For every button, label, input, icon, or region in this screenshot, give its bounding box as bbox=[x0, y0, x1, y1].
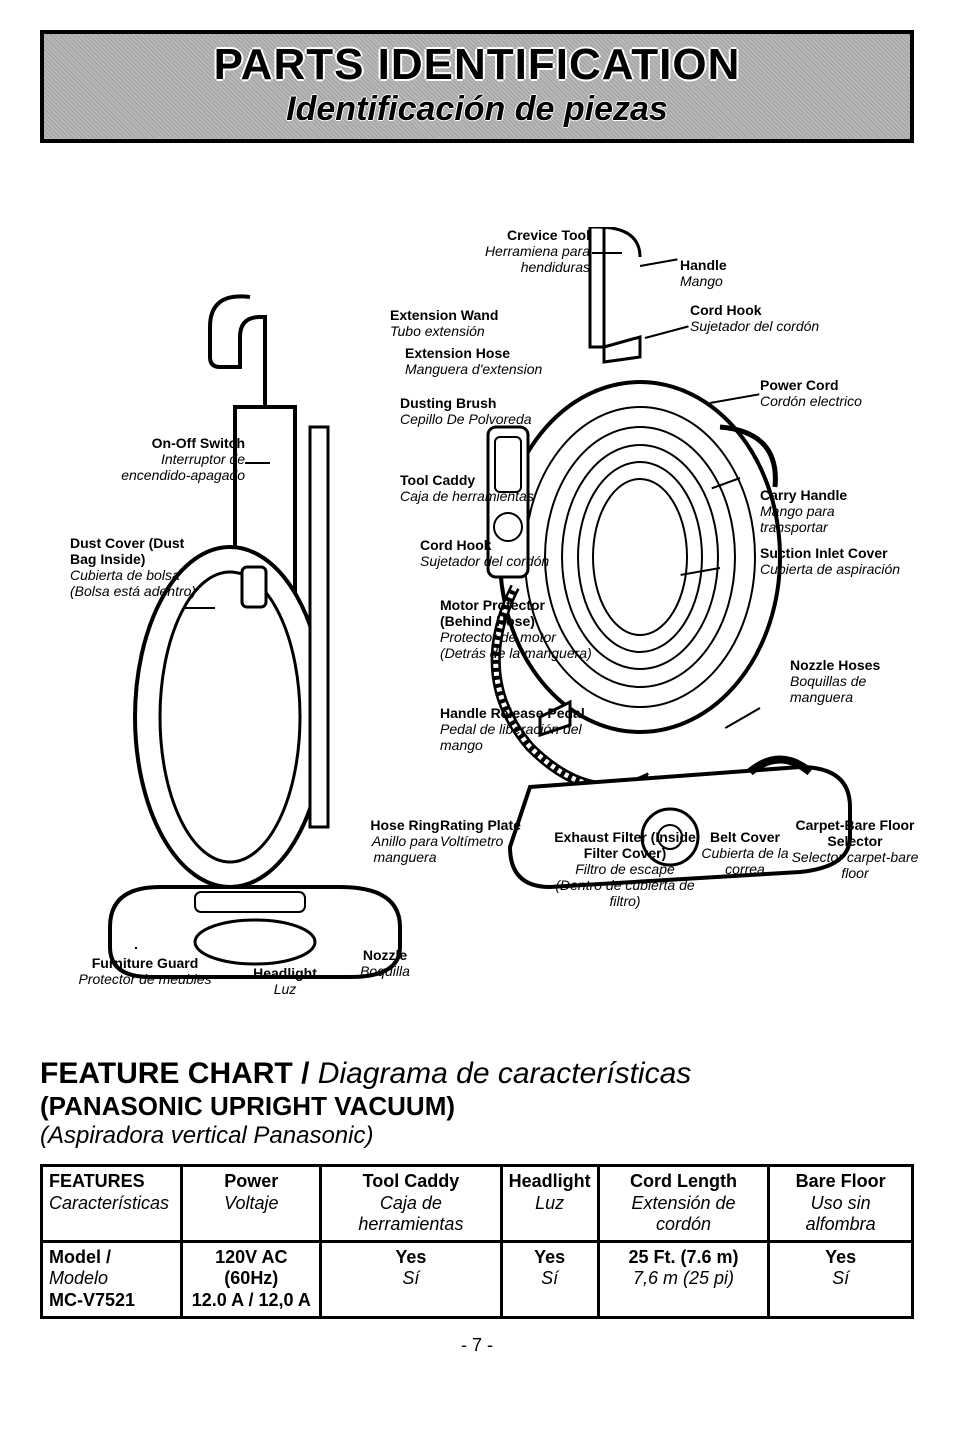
label-motor-protector: Motor Protector (Behind Hose) Protector … bbox=[440, 597, 600, 661]
feature-chart-subtitle-bold: (PANASONIC UPRIGHT VACUUM) bbox=[40, 1091, 914, 1122]
label-rating-plate: Rating Plate Voltímetro bbox=[440, 817, 550, 849]
feature-chart-title-bold: FEATURE CHART bbox=[40, 1057, 293, 1090]
header-subtitle: Identificación de piezas bbox=[44, 90, 910, 129]
label-handle: Handle Mango bbox=[680, 257, 800, 289]
label-handle-release: Handle Release Pedal Pedal de liberación… bbox=[440, 705, 590, 753]
cell-tool-caddy: Yes Sí bbox=[321, 1241, 501, 1317]
cell-power: 120V AC (60Hz) 12.0 A / 12,0 A bbox=[182, 1241, 321, 1317]
feature-chart-heading: FEATURE CHART / Diagrama de característi… bbox=[40, 1057, 914, 1150]
label-headlight: Headlight Luz bbox=[235, 965, 335, 997]
vacuum-front-illustration bbox=[100, 287, 420, 1007]
feature-chart-title-ital: Diagrama de características bbox=[318, 1057, 691, 1090]
table-data-row: Model / Modelo MC-V7521 120V AC (60Hz) 1… bbox=[42, 1241, 913, 1317]
label-cord-hook-lower: Cord Hook Sujetador del cordón bbox=[420, 537, 550, 569]
feature-chart-subtitle-ital: (Aspiradora vertical Panasonic) bbox=[40, 1122, 914, 1150]
label-dusting-brush: Dusting Brush Cepillo De Polvoreda bbox=[400, 395, 540, 427]
col-features: FEATURES Características bbox=[42, 1166, 182, 1242]
label-crevice-tool: Crevice Tool Herramiena para hendiduras bbox=[450, 227, 590, 275]
col-power: Power Voltaje bbox=[182, 1166, 321, 1242]
feature-chart-title-sep: / bbox=[293, 1057, 318, 1090]
parts-diagram: Crevice Tool Herramiena para hendiduras … bbox=[40, 167, 914, 1047]
col-headlight: Headlight Luz bbox=[501, 1166, 598, 1242]
cell-headlight: Yes Sí bbox=[501, 1241, 598, 1317]
cell-cord-length: 25 Ft. (7.6 m) 7,6 m (25 pi) bbox=[598, 1241, 769, 1317]
col-cord-length: Cord Length Extensión de cordón bbox=[598, 1166, 769, 1242]
label-cord-hook-upper: Cord Hook Sujetador del cordón bbox=[690, 302, 830, 334]
label-exhaust-filter: Exhaust Filter (Inside Filter Cover) Fil… bbox=[550, 829, 700, 909]
feature-chart-table: FEATURES Características Power Voltaje T… bbox=[40, 1164, 914, 1319]
header-title: PARTS IDENTIFICATION bbox=[44, 40, 910, 90]
label-suction-inlet: Suction Inlet Cover Cubierta de aspiraci… bbox=[760, 545, 910, 577]
label-power-cord: Power Cord Cordón electrico bbox=[760, 377, 890, 409]
col-bare-floor: Bare Floor Uso sin alfombra bbox=[769, 1166, 913, 1242]
header-box: PARTS IDENTIFICATION Identificación de p… bbox=[40, 30, 914, 143]
label-tool-caddy: Tool Caddy Caja de herramientas bbox=[400, 472, 540, 504]
label-carpet-bare: Carpet-Bare Floor Selector Selector carp… bbox=[780, 817, 930, 881]
label-nozzle: Nozzle Boquilla bbox=[340, 947, 430, 979]
page-number: - 7 - bbox=[40, 1335, 914, 1356]
label-carry-handle: Carry Handle Mango para transportar bbox=[760, 487, 900, 535]
cell-model: Model / Modelo MC-V7521 bbox=[42, 1241, 182, 1317]
cell-bare-floor: Yes Sí bbox=[769, 1241, 913, 1317]
col-tool-caddy: Tool Caddy Caja de herramientas bbox=[321, 1166, 501, 1242]
label-furniture-guard: Furniture Guard Protector de meubles bbox=[60, 955, 230, 987]
label-dust-cover: Dust Cover (Dust Bag Inside) Cubierta de… bbox=[70, 535, 210, 599]
label-extension-wand: Extension Wand Tubo extensión bbox=[390, 307, 540, 339]
table-header-row: FEATURES Características Power Voltaje T… bbox=[42, 1166, 913, 1242]
label-nozzle-hoses: Nozzle Hoses Boquillas de manguera bbox=[790, 657, 920, 705]
label-extension-hose: Extension Hose Manguera d'extension bbox=[405, 345, 555, 377]
label-on-off-switch: On-Off Switch Interruptor de encendido-a… bbox=[95, 435, 245, 483]
